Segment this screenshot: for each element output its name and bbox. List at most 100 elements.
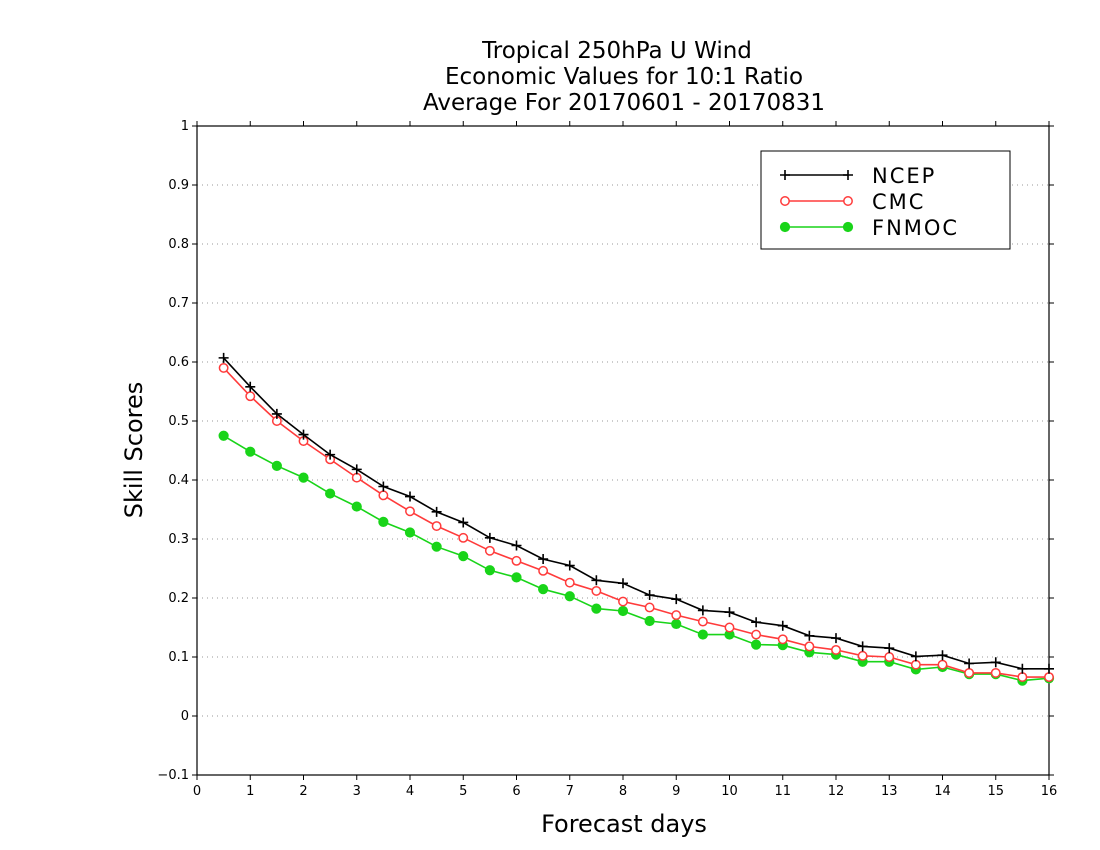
x-tick-label: 3 — [353, 784, 361, 799]
series-ncep-point — [937, 650, 948, 661]
series-ncep-line — [223, 357, 1049, 670]
series-fnmoc-point — [404, 527, 416, 538]
series-fnmoc-point — [751, 639, 762, 650]
series-fnmoc-point — [538, 584, 549, 595]
series-ncep-point — [511, 540, 522, 551]
series-cmc-point — [884, 652, 895, 662]
gridlines — [197, 184, 1049, 717]
series-ncep-point — [458, 517, 469, 528]
series-cmc-point — [910, 659, 921, 670]
series-ncep-point — [1017, 663, 1028, 674]
y-axis-ticks: −0.1 0 0.1 0.2 0.3 0.4 0.5 0.6 0.7 0.8 0.9 1 — [157, 119, 1054, 783]
y-tick-label: −0.1 — [157, 768, 189, 783]
y-tick-label: 0.3 — [168, 532, 189, 547]
legend-fnmoc: FNMOC — [779, 216, 959, 240]
series-ncep-point — [378, 481, 389, 492]
series-fnmoc-point — [697, 629, 708, 640]
series-ncep-point — [910, 651, 921, 662]
series-ncep-point — [777, 620, 788, 631]
series-cmc-point — [857, 650, 868, 661]
legend-fnmoc-point — [779, 221, 791, 233]
series-ncep-point — [431, 506, 442, 517]
series-cmc-point — [564, 577, 575, 588]
series-ncep-point — [804, 630, 815, 641]
series-ncep — [218, 352, 1054, 674]
series-fnmoc-point — [511, 572, 522, 583]
series-fnmoc-point — [617, 605, 629, 617]
y-tick-label: 0 — [181, 709, 189, 724]
series-ncep-point — [218, 352, 229, 363]
series-ncep-point — [990, 657, 1001, 668]
series-cmc-point — [591, 585, 602, 596]
series-cmc-point — [671, 610, 682, 621]
x-tick-label: 2 — [299, 784, 307, 799]
x-tick-label: 15 — [987, 784, 1004, 799]
series-fnmoc-point — [271, 460, 282, 471]
series-ncep-point — [298, 429, 309, 440]
series-fnmoc-point — [564, 591, 575, 602]
x-axis-label: Forecast days — [541, 810, 707, 838]
series-cmc-line — [223, 367, 1049, 678]
series-cmc-point — [351, 472, 362, 483]
x-tick-label: 8 — [619, 784, 627, 799]
series-cmc-point — [431, 521, 442, 531]
legend-ncep-point — [780, 170, 790, 180]
series-cmc-point — [1017, 672, 1028, 683]
series-cmc-point — [618, 596, 628, 607]
series-ncep-point — [751, 617, 762, 628]
series-fnmoc-point — [325, 488, 336, 499]
legend-cmc-label: CMC — [872, 190, 925, 214]
legend-ncep: NCEP — [780, 164, 934, 188]
series-cmc-point — [777, 634, 788, 645]
series-ncep-point — [724, 607, 735, 618]
series-fnmoc-point — [378, 516, 389, 527]
legend-fnmoc-point — [842, 221, 854, 233]
series-ncep-point — [831, 633, 841, 644]
series-layer — [218, 352, 1055, 686]
series-ncep-point — [884, 643, 895, 654]
series-cmc-point — [751, 629, 762, 640]
x-tick-label: 7 — [566, 784, 574, 799]
x-tick-label: 4 — [406, 784, 414, 799]
series-cmc-point — [937, 659, 948, 670]
series-cmc-point — [458, 532, 469, 543]
y-axis-label: Skill Scores — [120, 382, 148, 519]
series-ncep-point — [618, 578, 628, 589]
legend-box — [760, 150, 1011, 250]
series-ncep-point — [671, 594, 682, 605]
series-fnmoc-point — [644, 615, 655, 627]
legend-fnmoc-label: FNMOC — [872, 216, 959, 240]
series-ncep-point — [964, 658, 975, 669]
series-ncep-point — [644, 590, 655, 601]
y-tick-label: 0.8 — [168, 237, 189, 252]
series-fnmoc-line — [223, 435, 1050, 682]
series-ncep-point — [484, 532, 495, 543]
x-tick-label: 14 — [934, 784, 951, 799]
series-fnmoc-point — [351, 501, 362, 512]
series-cmc-point — [644, 602, 655, 613]
series-cmc-point — [218, 362, 229, 373]
legend-cmc-point — [843, 196, 853, 206]
y-tick-label: 0.9 — [168, 178, 189, 193]
x-tick-label: 9 — [672, 784, 680, 799]
series-ncep-point — [1044, 663, 1054, 674]
series-ncep-point — [245, 381, 256, 392]
series-cmc-point — [245, 391, 256, 402]
x-tick-label: 11 — [774, 784, 791, 799]
chart-title-line-1: Tropical 250hPa U Wind — [481, 38, 752, 64]
x-tick-label: 1 — [246, 784, 254, 799]
series-cmc-point — [964, 667, 975, 678]
series-ncep-point — [697, 605, 708, 616]
series-ncep-point — [591, 575, 602, 586]
series-fnmoc-point — [671, 618, 682, 630]
series-cmc-point — [378, 490, 389, 501]
legend-cmc: CMC — [780, 190, 925, 214]
series-fnmoc-point — [591, 603, 602, 614]
legend-cmc-point — [780, 196, 790, 206]
series-fnmoc-point — [245, 446, 256, 457]
series-cmc-point — [511, 555, 522, 566]
chart-title: Tropical 250hPa U Wind Economic Values f… — [423, 38, 825, 116]
series-ncep-point — [351, 464, 362, 475]
